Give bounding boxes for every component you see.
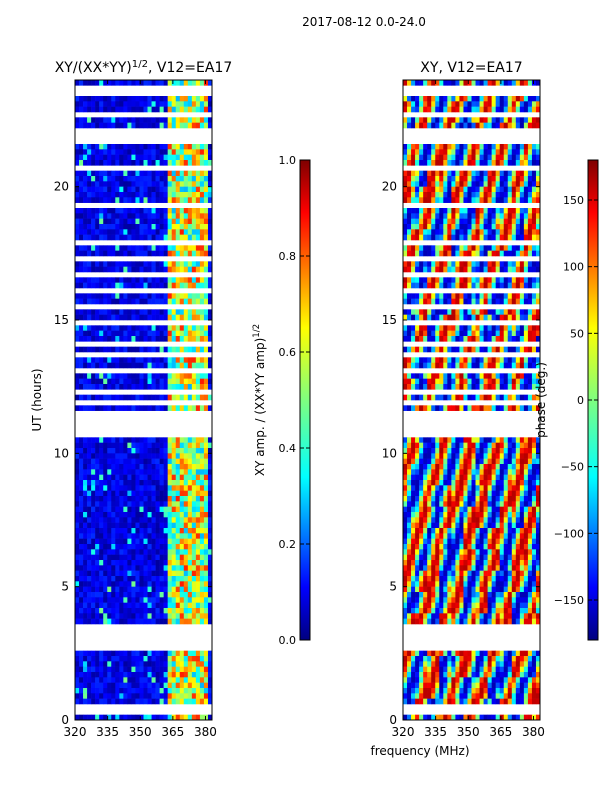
heatmap-cells — [403, 80, 541, 721]
x-tick-label: 380 — [522, 725, 545, 739]
phase-heatmap-panel: 320 335 350 365 380 0 5 10 15 20 XY, V12=EA17 — [382, 60, 545, 739]
x-tick-label: 320 — [64, 725, 87, 739]
x-tick-label: 380 — [194, 725, 217, 739]
colorbar-label: XY amp. / (XX*YY amp)1/2 — [252, 324, 267, 476]
colorbar-label: phase (deg.) — [534, 362, 548, 438]
colorbar-tick-label: 100 — [563, 261, 584, 274]
panel-title: XY/(XX*YY)1/2, V12=EA17 — [55, 59, 233, 76]
shared-xlabel: frequency (MHz) — [370, 744, 469, 758]
x-tick-label: 350 — [457, 725, 480, 739]
y-tick-label: 10 — [54, 446, 69, 460]
y-axis-label: UT (hours) — [30, 368, 44, 431]
heatmap-cells — [75, 80, 213, 721]
colorbar-tick-label: 150 — [563, 194, 584, 207]
x-tick-label: 320 — [392, 725, 415, 739]
y-tick-label: 10 — [382, 446, 397, 460]
colorbar-tick-label: −150 — [554, 594, 584, 607]
colorbar-tick-label: 1.0 — [279, 154, 297, 167]
y-tick-label: 20 — [54, 180, 69, 194]
colorbar-tick-label: 0.4 — [279, 442, 297, 455]
y-tick-label: 15 — [382, 313, 397, 327]
colorbar-tick-label: −50 — [561, 461, 584, 474]
colorbar-tick-label: 0.8 — [279, 250, 297, 263]
amplitude-colorbar: 0.0 0.2 0.4 0.6 0.8 1.0 XY amp. / (XX*YY amp)1… — [252, 154, 311, 647]
phase-colorbar: 150 100 50 0 −50 −100 −150 phase (deg.) — [534, 159, 599, 641]
y-tick-label: 20 — [382, 180, 397, 194]
axes-frame — [74, 79, 213, 721]
x-tick-label: 365 — [489, 725, 512, 739]
x-tick-label: 350 — [129, 725, 152, 739]
y-tick-label: 0 — [389, 713, 397, 727]
colorbar-gradient — [299, 159, 311, 641]
x-tick-label: 335 — [96, 725, 119, 739]
y-tick-label: 15 — [54, 313, 69, 327]
x-tick-label: 365 — [161, 725, 184, 739]
y-tick-label: 5 — [61, 580, 69, 594]
y-tick-label: 5 — [389, 580, 397, 594]
figure-suptitle: 2017-08-12 0.0-24.0 — [302, 15, 426, 29]
colorbar-tick-label: 0.6 — [279, 346, 297, 359]
colorbar-tick-label: −100 — [554, 527, 584, 540]
x-tick-label: 335 — [424, 725, 447, 739]
axes-frame — [402, 79, 541, 721]
colorbar-tick-label: 0.0 — [279, 634, 297, 647]
colorbar-tick-label: 0 — [577, 394, 584, 407]
colorbar-tick-label: 50 — [570, 327, 584, 340]
colorbar-tick-label: 0.2 — [279, 538, 297, 551]
y-tick-label: 0 — [61, 713, 69, 727]
panel-title: XY, V12=EA17 — [420, 60, 522, 76]
amplitude-heatmap-panel: 320 335 350 365 380 0 5 10 15 20 XY/(XX*YY)1/2, V1… — [30, 59, 232, 739]
